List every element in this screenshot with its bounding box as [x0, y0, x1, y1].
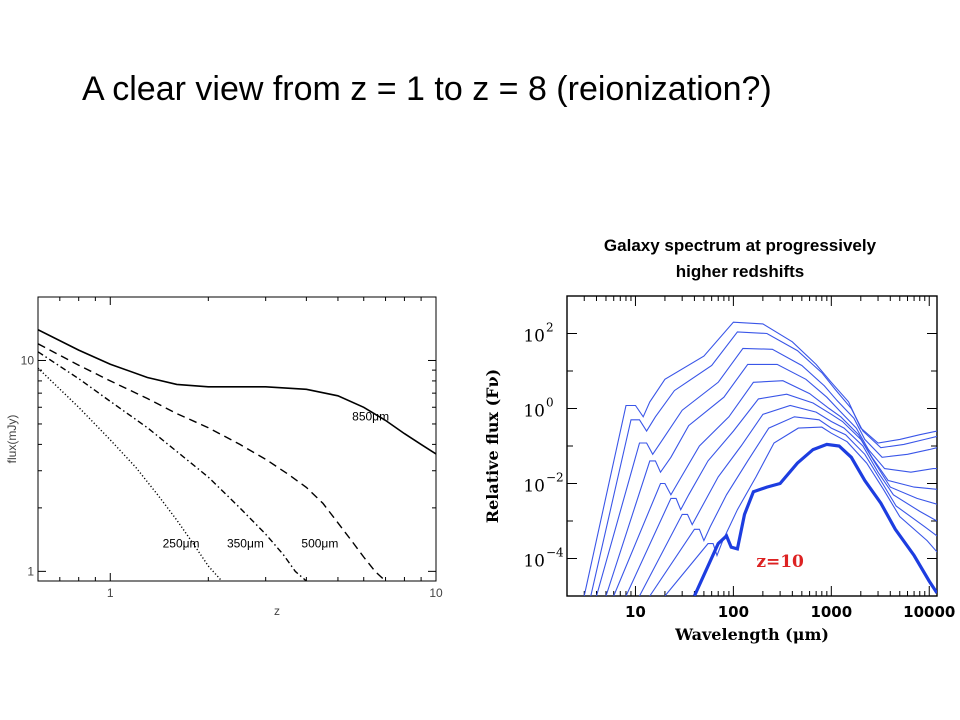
spectrum-curve-4 [605, 363, 937, 596]
right-x-tick-label: 100 [718, 603, 749, 621]
right-y-tick-exponent: −4 [546, 546, 564, 560]
right-y-tick-exponent: 0 [546, 396, 554, 410]
left-series-group [38, 328, 436, 581]
right-plot-frame [566, 295, 938, 597]
spectrum-curve-8 [649, 416, 937, 596]
left-y-axis-label: flux(mJy) [5, 415, 19, 464]
series-annotation: 850μm [352, 409, 389, 423]
page-title: A clear view from z = 1 to z = 8 (reioni… [82, 70, 772, 108]
spectrum-curve-1 [583, 321, 937, 596]
series-annotation: 250μm [163, 536, 200, 550]
left-y-tick-label: 10 [21, 353, 35, 367]
series-line-350m [38, 351, 307, 581]
z10-label: z=10 [756, 552, 804, 572]
spectrum-curve-2 [590, 331, 937, 596]
left-plot-frame [37, 296, 437, 582]
right-x-tick-label: 1000 [810, 603, 852, 621]
spectrum-curve-7 [639, 404, 937, 596]
series-annotation: 350μm [227, 536, 264, 550]
spectrum-curve-3 [595, 347, 937, 596]
right-x-axis-label: Wavelength (μm) [674, 625, 829, 644]
spectrum-curve-6 [625, 393, 937, 596]
series-annotation: 500μm [301, 536, 338, 550]
right-y-tick-label: 10 [523, 552, 545, 572]
right-y-tick-label: 10 [523, 402, 545, 422]
right-y-tick-exponent: −2 [546, 471, 564, 485]
left-x-axis-label: z [274, 604, 280, 618]
right-y-axis-label: Relative flux (Fν) [483, 369, 502, 523]
right-y-tick-label: 10 [523, 327, 545, 347]
left-x-tick-label: 1 [107, 586, 114, 600]
spectrum-curve-5 [613, 380, 937, 596]
right-series-group [583, 321, 937, 596]
left-y-tick-label: 1 [27, 564, 34, 578]
spectrum-curve-z10 [692, 442, 937, 596]
right-y-tick-label: 10 [523, 477, 545, 497]
right-chart-heading-line2: higher redshifts [675, 262, 805, 281]
right-y-tick-exponent: 2 [546, 321, 554, 335]
left-x-tick-label: 10 [429, 586, 443, 600]
series-line-850m [38, 328, 436, 455]
series-line-250m [38, 367, 223, 581]
right-chart-heading-line1: Galaxy spectrum at progressively [603, 236, 877, 255]
series-line-500m [38, 343, 386, 581]
left-chart: 1 10 1 10 z flux(mJy) 850μm 500μm 350μm 250μm [5, 296, 443, 618]
right-x-tick-label: 10000 [903, 603, 955, 621]
right-chart-heading: Galaxy spectrum at progressively higher … [540, 233, 940, 285]
right-x-tick-label: 10 [625, 603, 646, 621]
